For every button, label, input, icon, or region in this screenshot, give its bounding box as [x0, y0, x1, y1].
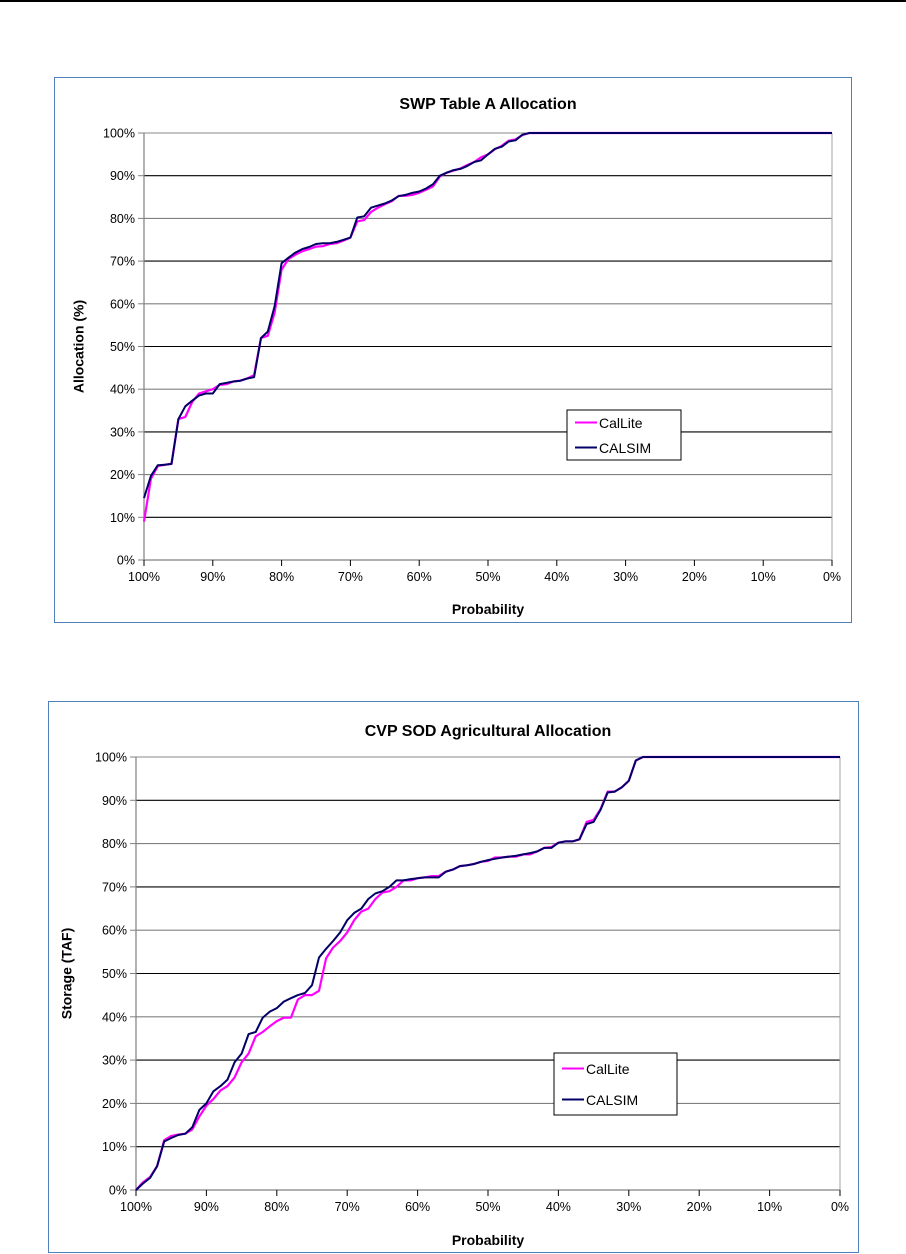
y-tick-label: 60% [102, 924, 127, 938]
y-tick-label: 50% [110, 340, 135, 354]
series-lines [135, 755, 840, 1191]
chart-title: SWP Table A Allocation [399, 96, 576, 113]
x-tick-label: 0% [823, 570, 841, 584]
chart-cvp-sod-agricultural-allocation: 0% 10% 20% 30% 40% 50% 60% 70% 80% 90% 100% 100% 90%… [59, 723, 849, 1248]
x-tick-label: 40% [546, 1200, 571, 1214]
y-tick-label: 10% [110, 511, 135, 525]
y-tick-label: 70% [102, 880, 127, 894]
chart-frame-cvp: 0% 10% 20% 30% 40% 50% 60% 70% 80% 90% 100% 100% 90%… [48, 701, 859, 1253]
legend-label-callite: CalLite [599, 415, 643, 431]
x-tick-label: 40% [544, 570, 569, 584]
gridlines [144, 132, 832, 518]
legend: CalLite CALSIM [566, 409, 682, 461]
y-tick-label: 90% [102, 794, 127, 808]
series-line-calsim [135, 756, 840, 1191]
y-tick-label: 50% [102, 967, 127, 981]
y-tick-label: 30% [110, 425, 135, 439]
x-axis-label: Probability [452, 1232, 525, 1248]
y-tick-label: 20% [110, 468, 135, 482]
legend-label-callite: CalLite [586, 1061, 630, 1077]
x-tick-label: 10% [751, 570, 776, 584]
y-tick-label: 10% [102, 1140, 127, 1154]
y-tick-label: 0% [117, 554, 135, 568]
y-axis-label: Allocation (%) [71, 300, 87, 393]
x-tick-label: 0% [831, 1200, 849, 1214]
x-tick-label: 70% [338, 570, 363, 584]
y-tick-label: 80% [102, 837, 127, 851]
y-tick-label: 30% [102, 1054, 127, 1068]
x-tick-label: 20% [682, 570, 707, 584]
y-tick-label: 40% [110, 383, 135, 397]
y-axis-label: Storage (TAF) [59, 928, 75, 1020]
y-tick-label: 20% [102, 1097, 127, 1111]
y-tick-label: 40% [102, 1010, 127, 1024]
x-tick-label: 90% [194, 1200, 219, 1214]
y-tick-label: 70% [110, 255, 135, 269]
y-tick-label: 0% [109, 1184, 127, 1198]
x-tick-label: 60% [407, 570, 432, 584]
chart-swp-table-a-allocation: 0% 10% 20% 30% 40% 50% 60% 70% 80% 90% 100% 100% 90%… [71, 96, 841, 617]
page-top-rule [0, 0, 906, 2]
axes: 0% 10% 20% 30% 40% 50% 60% 70% 80% 90% 100% 100% 90%… [103, 127, 841, 585]
chart-title: CVP SOD Agricultural Allocation [365, 723, 612, 740]
x-tick-label: 100% [128, 570, 160, 584]
series-line-callite [142, 131, 832, 522]
x-tick-label: 80% [264, 1200, 289, 1214]
series-lines [142, 131, 832, 522]
y-tick-label: 80% [110, 212, 135, 226]
x-tick-label: 60% [405, 1200, 430, 1214]
x-tick-label: 10% [757, 1200, 782, 1214]
legend-box [553, 1052, 678, 1116]
x-tick-label: 30% [613, 570, 638, 584]
x-tick-label: 50% [475, 570, 500, 584]
x-tick-label: 80% [269, 570, 294, 584]
y-tick-label: 100% [103, 127, 135, 141]
series-line-calsim [143, 132, 832, 499]
legend-label-calsim: CALSIM [599, 440, 651, 456]
y-tick-label: 60% [110, 297, 135, 311]
axes: 0% 10% 20% 30% 40% 50% 60% 70% 80% 90% 100% 100% 90%… [95, 751, 849, 1215]
legend-box [566, 409, 682, 461]
chart-frame-swp: 0% 10% 20% 30% 40% 50% 60% 70% 80% 90% 100% 100% 90%… [54, 77, 852, 623]
x-tick-label: 90% [200, 570, 225, 584]
x-tick-label: 100% [120, 1200, 152, 1214]
y-tick-label: 100% [95, 751, 127, 765]
x-tick-label: 70% [335, 1200, 360, 1214]
x-tick-label: 20% [687, 1200, 712, 1214]
legend-label-calsim: CALSIM [586, 1092, 638, 1108]
gridlines [136, 756, 840, 1148]
y-tick-label: 90% [110, 169, 135, 183]
legend: CalLite CALSIM [553, 1052, 678, 1116]
x-tick-label: 50% [475, 1200, 500, 1214]
x-tick-label: 30% [616, 1200, 641, 1214]
x-axis-label: Probability [452, 601, 525, 617]
